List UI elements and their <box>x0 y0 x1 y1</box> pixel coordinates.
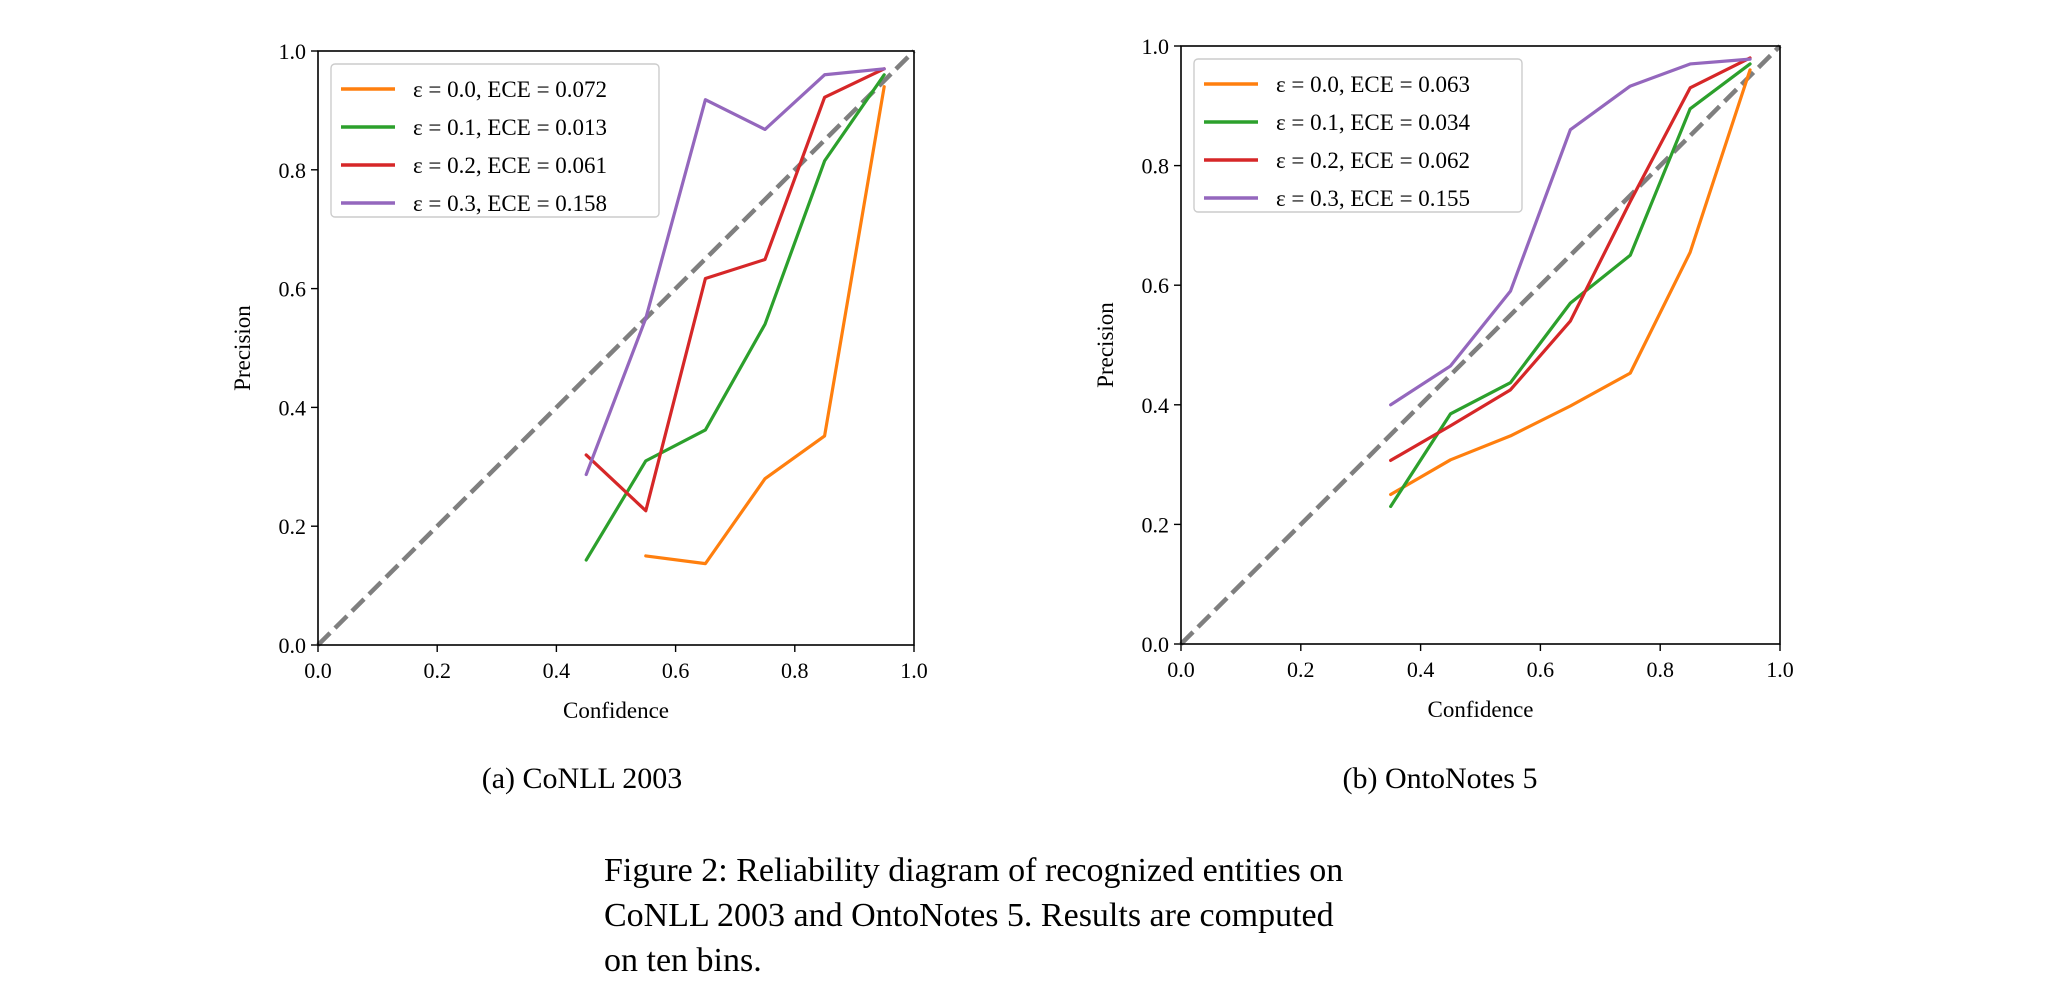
series-line-3 <box>584 67 886 477</box>
legend-label: ε = 0.2, ECE = 0.061 <box>413 153 607 178</box>
series-line-1 <box>584 73 886 562</box>
legend-box <box>330 63 660 218</box>
x-tick-label: 0.2 <box>423 658 451 683</box>
legend-label: ε = 0.1, ECE = 0.034 <box>1276 110 1471 135</box>
x-axis-label: Confidence <box>563 698 669 723</box>
series-line-1 <box>1389 62 1752 509</box>
series-line-3 <box>1389 57 1752 407</box>
y-axis-label: Precision <box>1093 302 1118 388</box>
subcaption-conll: (a) CoNLL 2003 <box>481 762 683 795</box>
series-line-2 <box>1389 56 1752 463</box>
x-tick-label: 1.0 <box>1766 657 1794 682</box>
x-tick-label: 0.2 <box>1287 657 1315 682</box>
reliability-charts: 0.0 0.2 0.4 0.6 0.8 1.0 0.0 0.2 0.4 0.6 0.8 1.0 Conf… <box>230 34 1794 723</box>
legend-label: ε = 0.3, ECE = 0.155 <box>1276 186 1470 211</box>
y-tick-label: 0.2 <box>1142 512 1170 537</box>
axes-frame <box>317 50 915 646</box>
legend-label: ε = 0.1, ECE = 0.013 <box>413 115 607 140</box>
y-tick-label: 0.8 <box>279 158 307 183</box>
figure-caption: Figure 2: Reliability diagram of recogni… <box>604 848 1464 983</box>
y-axis-label: Precision <box>230 305 255 391</box>
caption-line: on ten bins. <box>604 942 762 979</box>
perfect-calibration-line <box>316 49 916 647</box>
y-tick-label: 0.8 <box>1142 154 1170 179</box>
x-tick-label: 0.8 <box>1646 657 1674 682</box>
x-tick-label: 1.0 <box>900 658 928 683</box>
y-tick-label: 0.0 <box>1142 632 1170 657</box>
y-tick-label: 0.2 <box>279 514 307 539</box>
x-tick-label: 0.6 <box>1527 657 1555 682</box>
series-line-0 <box>1389 68 1752 497</box>
caption-line: Figure 2: Reliability diagram of recogni… <box>604 852 1344 889</box>
axes-frame <box>1180 45 1781 645</box>
x-axis-label: Confidence <box>1427 697 1533 722</box>
series-line-0 <box>644 85 886 566</box>
legend-label: ε = 0.2, ECE = 0.062 <box>1276 148 1470 173</box>
chart-conll-2003: 0.0 0.2 0.4 0.6 0.8 1.0 0.0 0.2 0.4 0.6 0.8 1.0 Conf… <box>230 39 928 723</box>
y-tick-label: 1.0 <box>1142 34 1170 59</box>
perfect-calibration-line <box>1179 44 1782 646</box>
legend-label: ε = 0.0, ECE = 0.072 <box>413 77 607 102</box>
y-tick-label: 0.4 <box>1142 393 1170 418</box>
x-tick-label: 0.0 <box>304 658 332 683</box>
legend-box <box>1193 58 1523 213</box>
x-tick-label: 0.4 <box>1407 657 1435 682</box>
x-tick-label: 0.4 <box>543 658 571 683</box>
x-tick-label: 0.8 <box>781 658 809 683</box>
y-tick-label: 1.0 <box>279 39 307 64</box>
x-tick-label: 0.6 <box>662 658 690 683</box>
y-tick-label: 0.0 <box>279 633 307 658</box>
y-tick-label: 0.6 <box>1142 273 1170 298</box>
y-tick-label: 0.6 <box>279 277 307 302</box>
legend-label: ε = 0.3, ECE = 0.158 <box>413 191 607 216</box>
caption-line: CoNLL 2003 and OntoNotes 5. Results are … <box>604 897 1334 934</box>
series-line-2 <box>584 67 886 513</box>
legend-label: ε = 0.0, ECE = 0.063 <box>1276 72 1470 97</box>
subcaption-ontonotes: (b) OntoNotes 5 <box>1342 762 1538 795</box>
y-tick-label: 0.4 <box>279 395 307 420</box>
x-tick-label: 0.0 <box>1167 657 1195 682</box>
chart-ontonotes-5: 0.0 0.2 0.4 0.6 0.8 1.0 0.0 0.2 0.4 0.6 0.8 1.0 Conf… <box>1093 34 1794 722</box>
